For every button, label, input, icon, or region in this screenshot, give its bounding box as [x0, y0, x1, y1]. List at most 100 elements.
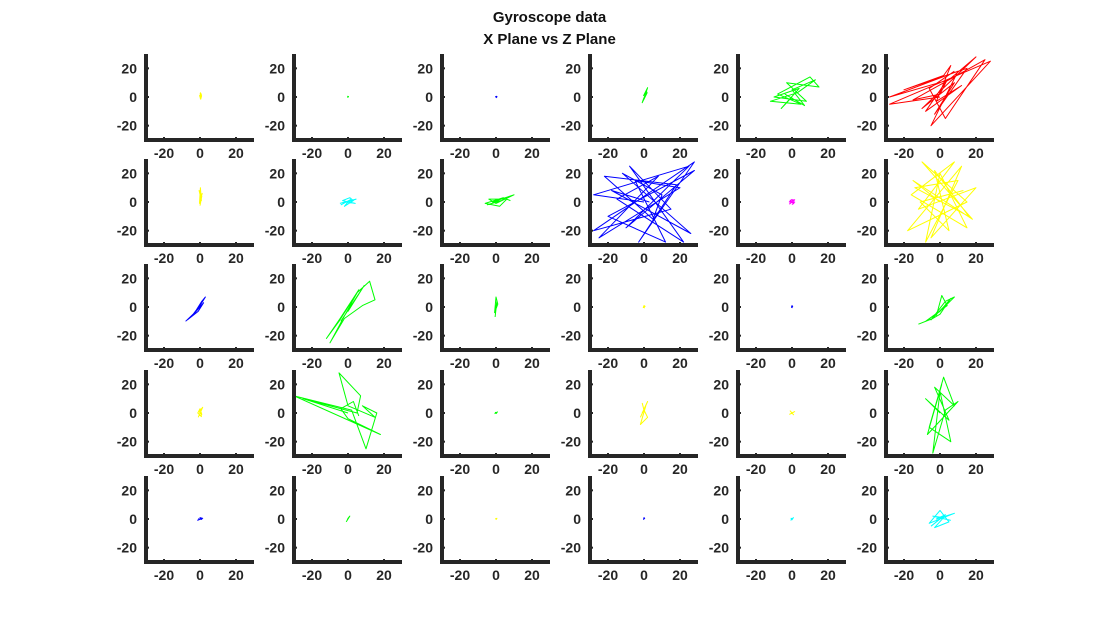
y-tick-label: 0: [129, 511, 137, 527]
data-series-line: [494, 411, 498, 415]
y-tick-label: 0: [425, 511, 433, 527]
y-tick-label: 0: [277, 405, 285, 421]
y-tick-label: -20: [857, 540, 877, 556]
x-tick-label: -20: [450, 145, 470, 161]
x-tick-label: -20: [450, 567, 470, 583]
x-tick-label: 20: [524, 355, 540, 371]
y-tick-label: -20: [561, 118, 581, 134]
data-series-line: [789, 410, 796, 416]
x-tick-label: -20: [746, 461, 766, 477]
y-tick-label: -20: [709, 540, 729, 556]
x-tick-label: -20: [894, 250, 914, 266]
y-tick-label: 20: [861, 165, 877, 181]
x-tick-label: 0: [936, 145, 944, 161]
subplot-r5-c5: -20 0 20 -20 0 20: [709, 476, 846, 583]
y-tick-label: -20: [561, 540, 581, 556]
y-tick-label: -20: [413, 434, 433, 450]
data-series-line: [925, 376, 959, 454]
subplot-r3-c5: -20 0 20 -20 0 20: [709, 264, 846, 371]
y-tick-label: -20: [117, 434, 137, 450]
x-tick-label: -20: [894, 461, 914, 477]
y-tick-label: 0: [425, 299, 433, 315]
y-tick-label: 0: [573, 299, 581, 315]
y-tick-label: -20: [265, 223, 285, 239]
x-tick-label: 20: [820, 145, 836, 161]
data-series-line: [185, 296, 206, 322]
subplot-r2-c5: -20 0 20 -20 0 20: [709, 159, 846, 266]
x-tick-label: -20: [154, 250, 174, 266]
x-tick-label: 0: [788, 567, 796, 583]
y-tick-label: 20: [417, 270, 433, 286]
data-series-line: [642, 517, 646, 521]
data-series-line: [790, 305, 794, 309]
subplot-r1-c1: -20 0 20 -20 0 20: [117, 54, 254, 161]
y-tick-label: 20: [417, 376, 433, 392]
x-tick-label: 20: [524, 250, 540, 266]
subplot-r1-c6: -20 0 20 -20 0 20: [857, 54, 994, 161]
data-series-line: [484, 194, 515, 207]
y-tick-label: 0: [573, 194, 581, 210]
y-tick-label: 20: [121, 60, 137, 76]
subplot-r2-c2: -20 0 20 -20 0 20: [265, 159, 402, 266]
x-tick-label: -20: [154, 567, 174, 583]
x-tick-label: -20: [154, 145, 174, 161]
x-tick-label: 0: [492, 355, 500, 371]
subplot-r4-c1: -20 0 20 -20 0 20: [117, 370, 254, 477]
x-tick-label: 0: [640, 250, 648, 266]
x-tick-label: 20: [376, 250, 392, 266]
y-tick-label: 20: [861, 60, 877, 76]
x-tick-label: 20: [672, 250, 688, 266]
x-tick-label: 0: [344, 567, 352, 583]
x-tick-label: 20: [968, 250, 984, 266]
data-series-line: [593, 161, 695, 243]
x-tick-label: 0: [196, 355, 204, 371]
x-tick-label: 20: [672, 355, 688, 371]
y-tick-label: 20: [713, 376, 729, 392]
x-tick-label: -20: [302, 355, 322, 371]
x-tick-label: 20: [376, 461, 392, 477]
subplot-r1-c2: -20 0 20 -20 0 20: [265, 54, 402, 161]
x-tick-label: 0: [788, 145, 796, 161]
subplot-r4-c2: -20 0 20 -20 0 20: [265, 370, 402, 477]
y-tick-label: 20: [565, 270, 581, 286]
y-tick-label: -20: [561, 223, 581, 239]
subplot-r1-c5: -20 0 20 -20 0 20: [709, 54, 846, 161]
x-tick-label: 0: [344, 355, 352, 371]
x-tick-label: 0: [936, 567, 944, 583]
subplot-r4-c3: -20 0 20 -20 0 20: [413, 370, 550, 477]
subplot-r5-c1: -20 0 20 -20 0 20: [117, 476, 254, 583]
y-tick-label: 0: [721, 194, 729, 210]
y-tick-label: 20: [417, 165, 433, 181]
y-tick-label: 0: [573, 511, 581, 527]
data-series-line: [928, 509, 955, 529]
y-tick-label: 20: [121, 270, 137, 286]
y-tick-label: 20: [121, 376, 137, 392]
x-tick-label: 0: [196, 250, 204, 266]
data-series-line: [641, 87, 649, 104]
y-tick-label: 20: [713, 165, 729, 181]
x-tick-label: 20: [820, 567, 836, 583]
x-tick-label: 20: [672, 145, 688, 161]
y-tick-label: -20: [413, 118, 433, 134]
y-tick-label: 0: [277, 194, 285, 210]
y-tick-label: 0: [869, 511, 877, 527]
y-tick-label: 20: [713, 270, 729, 286]
x-tick-label: -20: [746, 145, 766, 161]
x-tick-label: 20: [228, 145, 244, 161]
x-tick-label: -20: [894, 145, 914, 161]
y-tick-label: 0: [129, 89, 137, 105]
subplot-r5-c3: -20 0 20 -20 0 20: [413, 476, 550, 583]
x-tick-label: -20: [302, 145, 322, 161]
figure-title: Gyroscope data: [492, 9, 607, 26]
y-tick-label: 20: [269, 60, 285, 76]
x-tick-label: 0: [492, 250, 500, 266]
data-series-line: [325, 280, 376, 344]
x-tick-label: 20: [228, 461, 244, 477]
x-tick-label: 20: [820, 461, 836, 477]
x-tick-label: -20: [154, 461, 174, 477]
x-tick-label: -20: [302, 567, 322, 583]
data-series-line: [339, 197, 357, 207]
data-series-line: [889, 56, 991, 127]
